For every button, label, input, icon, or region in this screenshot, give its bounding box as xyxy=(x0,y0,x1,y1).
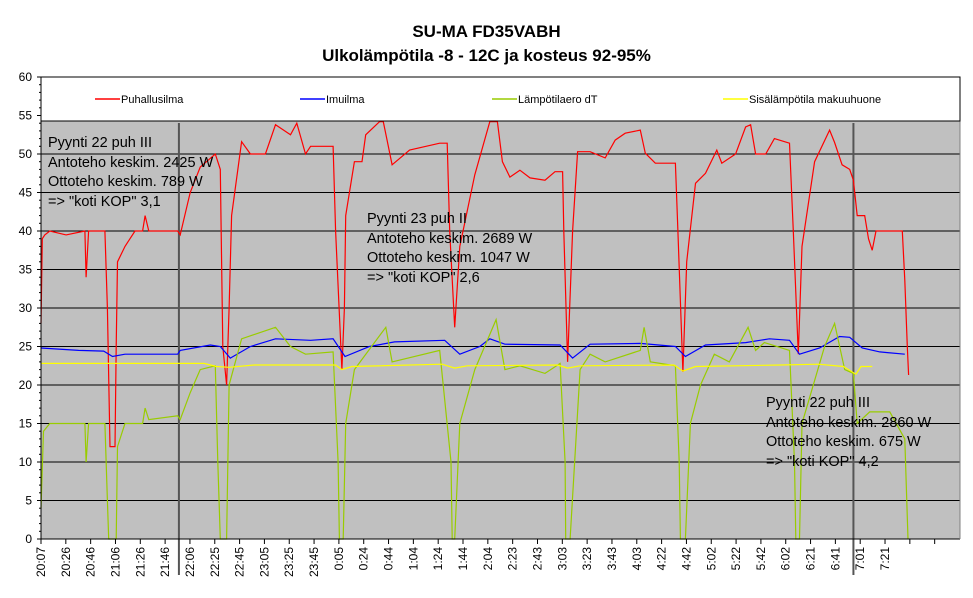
annotation-line: => "koti KOP" 2,6 xyxy=(367,269,480,286)
x-tick-label: 1:24 xyxy=(431,547,445,571)
x-tick-label: 20:46 xyxy=(84,547,98,577)
annotation-line: Pyynti 23 puh II xyxy=(367,211,467,227)
series-line-sis-l-mp-tila-makuuhuone xyxy=(41,362,873,376)
annotation-line: Antoteho keskim. 2425 W xyxy=(48,154,214,171)
x-tick-label: 22:06 xyxy=(183,547,197,577)
chart-title: SU-MA FD35VABH xyxy=(412,22,561,41)
x-tick-label: 3:03 xyxy=(555,547,569,571)
x-tick-label: 5:22 xyxy=(729,547,743,571)
x-tick-label: 0:44 xyxy=(382,547,396,571)
x-tick-label: 6:02 xyxy=(779,547,793,571)
x-tick-label: 22:25 xyxy=(208,547,222,577)
x-tick-label: 1:04 xyxy=(406,547,420,571)
x-tick-label: 21:26 xyxy=(133,547,147,577)
x-tick-label: 22:45 xyxy=(233,547,247,577)
legend-label: Puhallusilma xyxy=(121,94,184,106)
annotation-run-1: Pyynti 22 puh III Antoteho keskim. 2425 … xyxy=(48,134,213,212)
y-tick-label: 45 xyxy=(19,186,33,200)
series-line-imuilma xyxy=(40,335,905,359)
annotation-line: Antoteho keskim. 2860 W xyxy=(766,414,932,431)
x-tick-label: 0:05 xyxy=(332,547,346,571)
x-tick-label: 6:21 xyxy=(804,547,818,571)
x-tick-label: 7:01 xyxy=(853,547,867,571)
y-tick-label: 25 xyxy=(19,340,33,354)
annotation-line: Ottoteho keskim. 789 W xyxy=(48,174,203,190)
y-tick-label: 15 xyxy=(19,417,33,431)
x-tick-label: 23:05 xyxy=(257,547,271,577)
annotation-line: Antoteho keskim. 2689 W xyxy=(367,230,533,247)
annotation-line: Ottoteho keskim. 675 W xyxy=(766,434,921,450)
x-tick-label: 21:06 xyxy=(108,547,122,577)
x-tick-label: 20:07 xyxy=(34,547,48,577)
legend-label: Imuilma xyxy=(326,94,365,106)
y-tick-label: 35 xyxy=(19,263,33,277)
x-tick-label: 3:23 xyxy=(580,547,594,571)
annotation-line: Ottoteho keskim. 1047 W xyxy=(367,250,530,266)
legend-label: Sisälämpötila makuuhuone xyxy=(749,94,881,106)
annotation-line: => "koti KOP" 3,1 xyxy=(48,193,161,210)
series-line-puhallusilma xyxy=(40,121,910,448)
x-tick-label: 2:04 xyxy=(481,547,495,571)
x-tick-label: 1:44 xyxy=(456,547,470,571)
y-tick-label: 20 xyxy=(19,378,33,392)
x-tick-label: 3:43 xyxy=(605,547,619,571)
chart-subtitle: Ulkolämpötila -8 - 12C ja kosteus 92-95% xyxy=(322,46,651,65)
x-tick-label: 23:45 xyxy=(307,547,321,577)
x-tick-label: 4:22 xyxy=(655,547,669,571)
x-tick-label: 4:03 xyxy=(630,547,644,571)
x-tick-label: 23:25 xyxy=(282,547,296,577)
annotation-run-2: Pyynti 23 puh II Antoteho keskim. 2689 W… xyxy=(367,210,532,288)
y-tick-label: 30 xyxy=(19,301,33,315)
x-tick-label: 7:21 xyxy=(878,547,892,571)
series-line-l-mp-tilaero-dt xyxy=(40,317,909,540)
annotation-line: Pyynti 22 puh III xyxy=(766,395,870,411)
x-tick-label: 2:23 xyxy=(506,547,520,571)
x-tick-label: 20:26 xyxy=(59,547,73,577)
x-tick-label: 0:24 xyxy=(357,547,371,571)
x-tick-label: 2:43 xyxy=(530,547,544,571)
annotation-line: => "koti KOP" 4,2 xyxy=(766,453,879,470)
annotation-run-3: Pyynti 22 puh III Antoteho keskim. 2860 … xyxy=(766,394,931,472)
y-tick-label: 50 xyxy=(19,147,33,161)
y-tick-label: 10 xyxy=(19,455,33,469)
x-tick-label: 5:02 xyxy=(704,547,718,571)
x-tick-label: 21:46 xyxy=(158,547,172,577)
y-tick-label: 55 xyxy=(19,109,33,123)
y-tick-label: 40 xyxy=(19,224,33,238)
annotation-line: Pyynti 22 puh III xyxy=(48,135,152,151)
x-tick-label: 5:42 xyxy=(754,547,768,571)
y-tick-label: 60 xyxy=(19,70,33,84)
x-tick-label: 6:41 xyxy=(828,547,842,571)
x-tick-label: 4:42 xyxy=(679,547,693,571)
legend-label: Lämpötilaero dT xyxy=(518,94,598,106)
y-tick-label: 5 xyxy=(25,494,32,508)
y-tick-label: 0 xyxy=(25,532,32,546)
